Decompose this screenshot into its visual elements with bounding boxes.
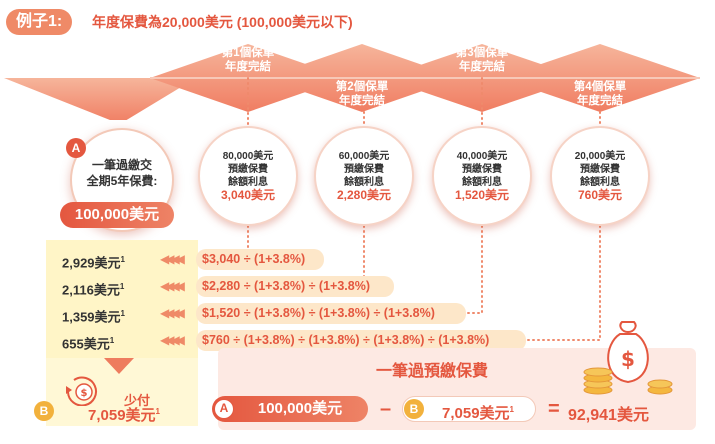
equation-badge-a: A bbox=[214, 399, 234, 419]
row-1-value: 2,929美元1 bbox=[62, 249, 125, 273]
upfront-amount: 100,000美元 bbox=[60, 202, 174, 228]
equation-b-amount: 7,059美元 bbox=[442, 405, 510, 422]
row-2-value: 2,116美元1 bbox=[62, 276, 124, 300]
ribbon-label-4: 第4個保單 年度完結 bbox=[560, 80, 640, 108]
chevrons-icon: ◀◀◀◀ bbox=[160, 333, 185, 347]
net-premium-result: 92,941美元 bbox=[568, 407, 649, 424]
coins-icon bbox=[583, 367, 673, 395]
row-3-value-text: 1,359美元 bbox=[62, 309, 121, 325]
equation-b-pill: 7,059美元1 bbox=[402, 396, 536, 422]
row-3-pill bbox=[196, 303, 466, 324]
row-1-formula: $3,040 ÷ (1+3.8%) bbox=[202, 252, 306, 266]
upfront-line1: 一筆過繳交 bbox=[91, 158, 152, 172]
row-4-value: 655美元1 bbox=[62, 330, 114, 354]
year-4-interest-label: 餘額利息 bbox=[580, 177, 620, 188]
row-3-value: 1,359美元1 bbox=[62, 303, 125, 327]
equation-b-note: 1 bbox=[509, 405, 514, 414]
savings-amount-text: 7,059美元 bbox=[88, 407, 156, 424]
ribbon-label-3: 第3個保單 年度完結 bbox=[442, 46, 522, 74]
year-4-label: 預繳保費 bbox=[580, 164, 620, 175]
svg-text:$: $ bbox=[621, 347, 635, 371]
row-1-pill bbox=[196, 249, 324, 270]
ribbon-3-line2: 年度完結 bbox=[459, 61, 505, 73]
down-arrow-icon bbox=[104, 358, 134, 374]
year-1-interest-label: 餘額利息 bbox=[228, 177, 268, 188]
minus-sign: – bbox=[380, 398, 392, 420]
row-1-value-text: 2,929美元 bbox=[62, 255, 121, 271]
funnel-shape bbox=[4, 78, 196, 120]
row-2-note: 1 bbox=[119, 282, 125, 291]
row-3-formula: $1,520 ÷ (1+3.8%) ÷ (1+3.8%) ÷ (1+3.8%) bbox=[202, 306, 435, 320]
year-1-balance: 80,000美元 bbox=[222, 151, 274, 162]
year-4-circle: 20,000美元 預繳保費 餘額利息 760美元 bbox=[550, 126, 650, 226]
ribbon-1-line2: 年度完結 bbox=[225, 61, 271, 73]
ribbon-4-line1: 第4個保單 bbox=[573, 81, 627, 93]
year-3-interest: 1,520美元 bbox=[454, 188, 510, 202]
row-2-value-text: 2,116美元 bbox=[62, 282, 120, 298]
row-4-value-text: 655美元 bbox=[62, 336, 110, 352]
discount-column bbox=[46, 240, 198, 358]
ribbon-label-2: 第2個保單 年度完結 bbox=[322, 80, 402, 108]
savings-label: 少付 bbox=[124, 393, 151, 408]
ribbon-2-line2: 年度完結 bbox=[339, 95, 385, 107]
equals-sign: = bbox=[548, 398, 560, 420]
chevrons-icon: ◀◀◀◀ bbox=[160, 306, 185, 320]
year-3-label: 預繳保費 bbox=[462, 164, 502, 175]
chevrons-icon: ◀◀◀◀ bbox=[160, 279, 185, 293]
row-4-formula: $760 ÷ (1+3.8%) ÷ (1+3.8%) ÷ (1+3.8%) ÷ … bbox=[202, 333, 490, 347]
chevrons-icon: ◀◀◀◀ bbox=[160, 252, 185, 266]
year-4-balance: 20,000美元 bbox=[574, 151, 626, 162]
year-2-interest: 2,280美元 bbox=[336, 188, 392, 202]
equation-a-amount: 100,000美元 bbox=[257, 400, 343, 417]
ribbon-label-1: 第1個保單 年度完結 bbox=[208, 46, 288, 74]
year-2-label: 預繳保費 bbox=[344, 164, 384, 175]
savings-amount: 7,059美元1 bbox=[88, 404, 160, 425]
year-1-circle: 80,000美元 預繳保費 餘額利息 3,040美元 bbox=[198, 126, 298, 226]
money-bag-icon: $ bbox=[583, 321, 673, 395]
ribbon-line bbox=[150, 77, 700, 79]
equation-title: 一筆過預繳保費 bbox=[376, 363, 489, 380]
coin-return-icon: $ bbox=[66, 376, 97, 406]
ribbon-2-line1: 第2個保單 bbox=[335, 81, 389, 93]
row-2-pill bbox=[196, 276, 394, 297]
equation-badge-b: B bbox=[404, 399, 424, 419]
svg-text:$: $ bbox=[81, 388, 88, 399]
ribbon-3-line1: 第3個保單 bbox=[455, 47, 509, 59]
year-3-circle: 40,000美元 預繳保費 餘額利息 1,520美元 bbox=[432, 126, 532, 226]
ribbon-4-line2: 年度完結 bbox=[577, 95, 623, 107]
row-1-note: 1 bbox=[120, 255, 125, 264]
page-title: 年度保費為20,000美元 (100,000美元以下) bbox=[92, 14, 353, 30]
year-1-label: 預繳保費 bbox=[228, 164, 268, 175]
row-3-note: 1 bbox=[120, 309, 125, 318]
year-1-interest: 3,040美元 bbox=[220, 188, 276, 202]
example-badge: 例子1: bbox=[6, 9, 73, 35]
year-2-circle: 60,000美元 預繳保費 餘額利息 2,280美元 bbox=[314, 126, 414, 226]
ribbon-1-line1: 第1個保單 bbox=[221, 47, 275, 59]
year-2-balance: 60,000美元 bbox=[338, 151, 390, 162]
row-4-pill bbox=[196, 330, 526, 351]
row-4-note: 1 bbox=[109, 336, 115, 345]
year-3-balance: 40,000美元 bbox=[456, 151, 508, 162]
savings-note: 1 bbox=[155, 407, 160, 416]
year-4-interest: 760美元 bbox=[577, 188, 623, 202]
year-3-interest-label: 餘額利息 bbox=[462, 177, 502, 188]
year-2-interest-label: 餘額利息 bbox=[344, 177, 384, 188]
upfront-line2: 全期5年保費: bbox=[86, 174, 158, 188]
equation-a-pill: 100,000美元 bbox=[212, 396, 368, 422]
timeline-ribbon bbox=[4, 44, 700, 120]
badge-a: A bbox=[66, 138, 86, 158]
badge-b: B bbox=[34, 401, 54, 421]
row-2-formula: $2,280 ÷ (1+3.8%) ÷ (1+3.8%) bbox=[202, 279, 370, 293]
